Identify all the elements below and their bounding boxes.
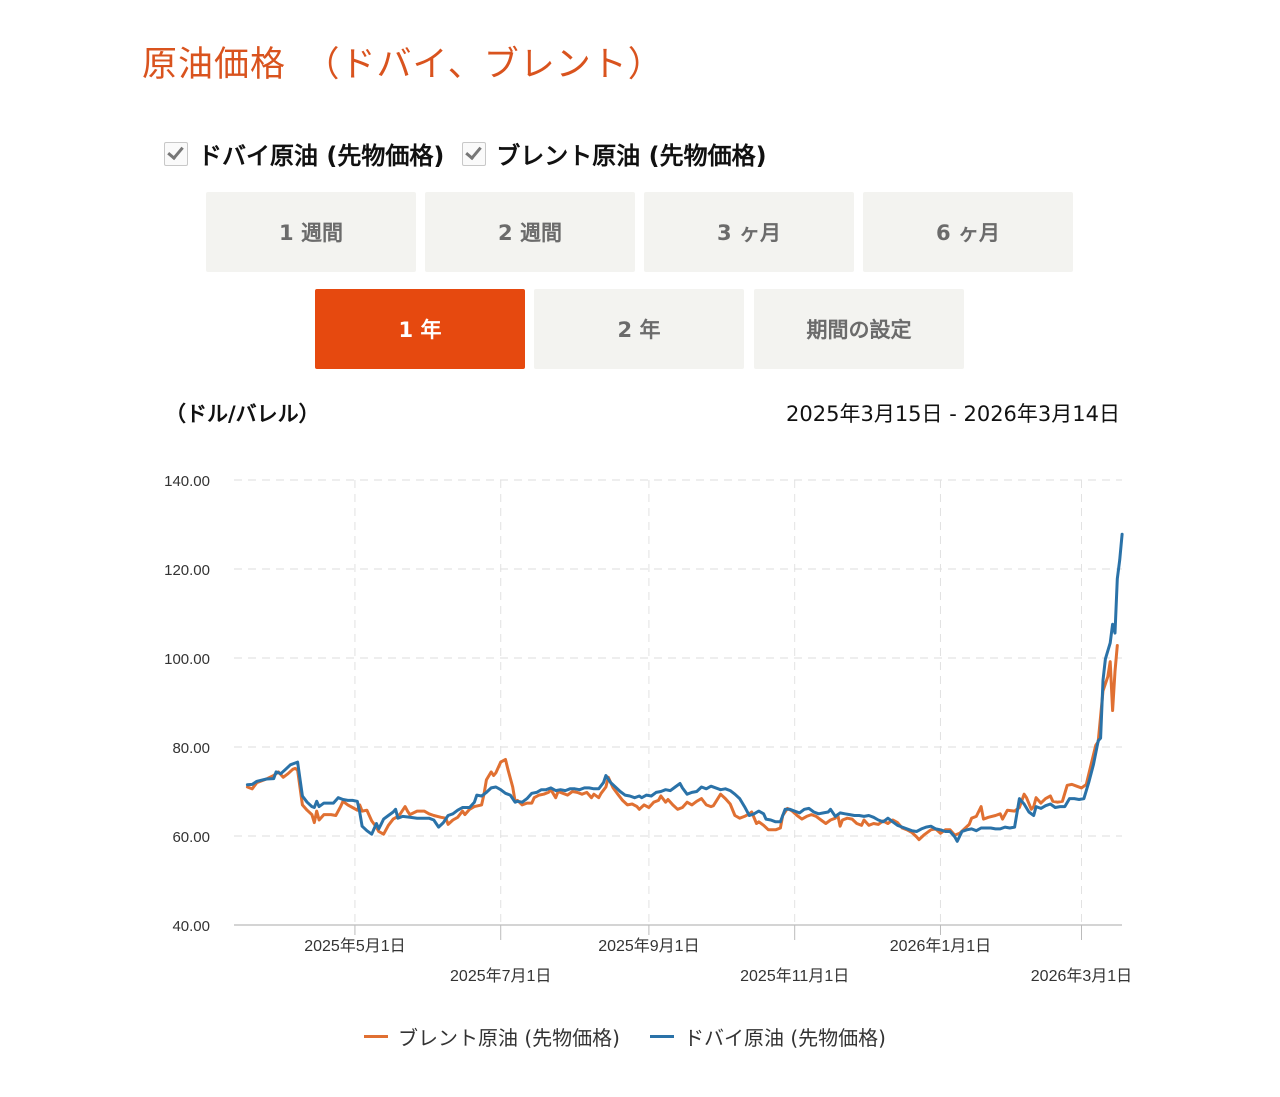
date-range: 2025年3月15日 - 2026年3月14日 bbox=[786, 402, 1120, 426]
x-tick-label: 2025年9月1日 bbox=[598, 937, 699, 955]
chart-grid bbox=[234, 479, 1122, 925]
chart-legend: ブレント原油 (先物価格) ドバイ原油 (先物価格) bbox=[364, 1022, 916, 1051]
y-tick-label: 100.00 bbox=[164, 651, 210, 668]
legend-brent[interactable]: ブレント原油 (先物価格) bbox=[364, 1022, 620, 1051]
x-tick-label: 2025年11月1日 bbox=[740, 967, 849, 985]
series-toggles: ドバイ原油 (先物価格) ブレント原油 (先物価格) bbox=[164, 136, 785, 171]
legend-brent-label: ブレント原油 (先物価格) bbox=[398, 1026, 620, 1050]
y-tick-label: 120.00 bbox=[164, 562, 210, 579]
period-6-months-button[interactable]: 6 ヶ月 bbox=[863, 192, 1073, 272]
period-3-months-button[interactable]: 3 ヶ月 bbox=[644, 192, 854, 272]
x-tick-label: 2026年1月1日 bbox=[890, 937, 991, 955]
y-tick-label: 80.00 bbox=[172, 740, 210, 757]
chart-axes: 140.00 120.00 100.00 80.00 60.00 40.00 2025年5月… bbox=[164, 473, 1132, 985]
period-custom-button[interactable]: 期間の設定 bbox=[754, 289, 964, 369]
toggle-dubai-label: ドバイ原油 (先物価格) bbox=[198, 142, 445, 170]
y-tick-label: 40.00 bbox=[172, 918, 210, 935]
toggle-brent[interactable]: ブレント原油 (先物価格) bbox=[462, 136, 767, 171]
legend-dubai-swatch-icon bbox=[649, 1035, 674, 1038]
period-1-year-button[interactable]: 1 年 bbox=[315, 289, 525, 369]
page-title: 原油価格 （ドバイ、ブレント） bbox=[142, 45, 664, 85]
toggle-brent-label: ブレント原油 (先物価格) bbox=[496, 142, 767, 170]
period-2-weeks-button[interactable]: 2 週間 bbox=[425, 192, 635, 272]
legend-dubai-label: ドバイ原油 (先物価格) bbox=[683, 1026, 886, 1050]
y-tick-label: 140.00 bbox=[164, 473, 210, 490]
x-tick-label: 2025年5月1日 bbox=[304, 937, 405, 955]
period-2-years-button[interactable]: 2 年 bbox=[534, 289, 744, 369]
x-tick-label: 2025年7月1日 bbox=[450, 967, 551, 985]
legend-brent-swatch-icon bbox=[364, 1035, 388, 1038]
series-line[interactable] bbox=[245, 644, 1119, 842]
toggle-dubai[interactable]: ドバイ原油 (先物価格) bbox=[164, 136, 444, 171]
period-1-week-button[interactable]: 1 週間 bbox=[206, 192, 416, 272]
checkbox-checked-icon[interactable] bbox=[462, 141, 487, 166]
series-line[interactable] bbox=[245, 532, 1124, 843]
checkbox-checked-icon[interactable] bbox=[164, 141, 188, 166]
x-tick-label: 2026年3月1日 bbox=[1031, 967, 1132, 985]
chart-lines bbox=[245, 532, 1124, 843]
y-tick-label: 60.00 bbox=[172, 829, 210, 846]
legend-dubai[interactable]: ドバイ原油 (先物価格) bbox=[649, 1022, 886, 1051]
unit-label: （ドル/バレル） bbox=[165, 402, 320, 426]
